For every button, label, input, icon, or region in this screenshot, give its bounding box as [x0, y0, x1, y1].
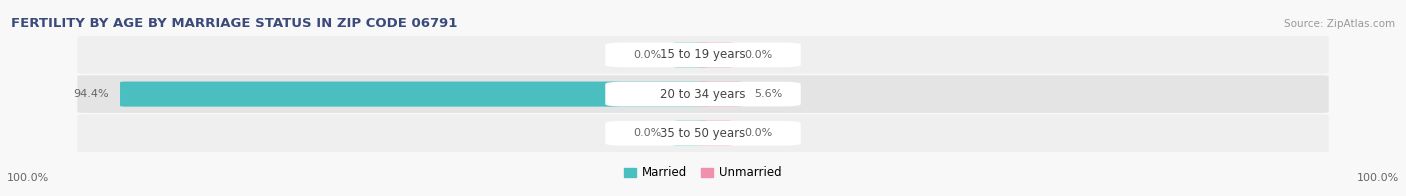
Text: 0.0%: 0.0%	[634, 128, 662, 138]
FancyBboxPatch shape	[673, 42, 709, 67]
FancyBboxPatch shape	[77, 114, 1329, 152]
FancyBboxPatch shape	[697, 42, 733, 67]
Text: 0.0%: 0.0%	[744, 50, 772, 60]
FancyBboxPatch shape	[606, 82, 801, 106]
FancyBboxPatch shape	[673, 121, 709, 146]
FancyBboxPatch shape	[120, 82, 709, 107]
FancyBboxPatch shape	[697, 121, 733, 146]
Text: 20 to 34 years: 20 to 34 years	[661, 88, 745, 101]
FancyBboxPatch shape	[606, 43, 801, 67]
Text: FERTILITY BY AGE BY MARRIAGE STATUS IN ZIP CODE 06791: FERTILITY BY AGE BY MARRIAGE STATUS IN Z…	[11, 17, 457, 30]
Legend: Married, Unmarried: Married, Unmarried	[620, 162, 786, 184]
Text: 0.0%: 0.0%	[634, 50, 662, 60]
Text: 35 to 50 years: 35 to 50 years	[661, 127, 745, 140]
Text: 100.0%: 100.0%	[1357, 173, 1399, 183]
Text: Source: ZipAtlas.com: Source: ZipAtlas.com	[1284, 18, 1395, 29]
FancyBboxPatch shape	[606, 121, 801, 146]
Text: 94.4%: 94.4%	[73, 89, 108, 99]
FancyBboxPatch shape	[77, 36, 1329, 74]
Text: 15 to 19 years: 15 to 19 years	[661, 48, 745, 61]
FancyBboxPatch shape	[77, 75, 1329, 113]
Text: 5.6%: 5.6%	[754, 89, 782, 99]
Text: 0.0%: 0.0%	[744, 128, 772, 138]
Text: 100.0%: 100.0%	[7, 173, 49, 183]
FancyBboxPatch shape	[697, 82, 742, 107]
